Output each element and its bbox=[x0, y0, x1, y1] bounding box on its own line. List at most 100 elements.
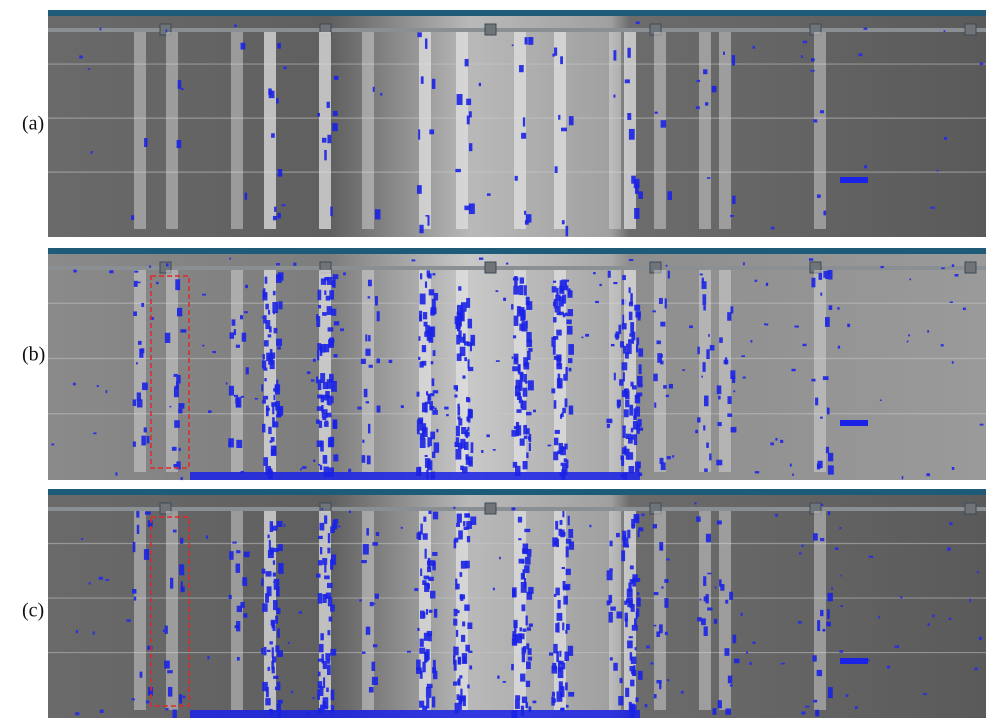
blue-patch bbox=[267, 535, 269, 539]
blue-speck bbox=[907, 341, 909, 343]
blue-patch bbox=[526, 681, 530, 687]
rail-box bbox=[485, 503, 496, 514]
blue-speck bbox=[565, 313, 568, 316]
blue-speck bbox=[755, 280, 758, 282]
blue-patch bbox=[522, 628, 526, 631]
blue-speck bbox=[262, 317, 266, 319]
blue-patch bbox=[557, 691, 563, 701]
blue-patch bbox=[627, 48, 630, 58]
blue-speck bbox=[533, 410, 536, 413]
blue-patch bbox=[268, 88, 271, 94]
blue-patch bbox=[630, 382, 633, 387]
blue-patch bbox=[562, 408, 566, 413]
blue-patch bbox=[525, 702, 528, 708]
blue-patch bbox=[144, 549, 149, 560]
blue-patch bbox=[368, 424, 370, 434]
blue-patch bbox=[556, 539, 559, 547]
blue-patch bbox=[725, 357, 727, 364]
blue-patch bbox=[524, 211, 526, 215]
blue-speck bbox=[846, 694, 849, 697]
blue-patch bbox=[434, 442, 439, 452]
blue-speck bbox=[805, 706, 809, 708]
blue-patch bbox=[237, 606, 242, 612]
blue-base bbox=[190, 472, 640, 480]
blue-patch bbox=[133, 542, 136, 552]
blue-speck bbox=[562, 567, 565, 569]
blue-patch bbox=[422, 580, 426, 585]
blue-patch bbox=[229, 551, 233, 560]
blue-patch bbox=[274, 579, 280, 590]
blue-patch bbox=[631, 428, 633, 433]
blue-patch bbox=[318, 681, 323, 688]
blue-base bbox=[190, 710, 640, 718]
blue-patch bbox=[556, 330, 561, 336]
blue-speck bbox=[430, 393, 434, 396]
blue-patch bbox=[635, 407, 640, 417]
blue-speck bbox=[156, 282, 158, 284]
blue-patch bbox=[422, 662, 425, 672]
blue-patch bbox=[424, 576, 430, 580]
blue-patch bbox=[661, 462, 666, 470]
blue-speck bbox=[325, 421, 329, 424]
blue-speck bbox=[512, 507, 516, 510]
blue-patch bbox=[453, 681, 457, 685]
blue-speck bbox=[813, 700, 817, 703]
blue-patch bbox=[278, 406, 283, 416]
blue-patch bbox=[621, 456, 624, 466]
blue-patch bbox=[430, 432, 435, 440]
blue-patch bbox=[262, 424, 265, 433]
blue-patch bbox=[421, 76, 424, 84]
blue-patch bbox=[328, 339, 334, 348]
blue-speck bbox=[831, 587, 833, 589]
blue-patch bbox=[514, 276, 518, 286]
blue-patch bbox=[432, 562, 435, 571]
blue-speck bbox=[232, 542, 236, 544]
blue-patch bbox=[275, 385, 280, 395]
blue-patch bbox=[703, 69, 707, 74]
blue-patch bbox=[555, 295, 560, 301]
blue-speck bbox=[952, 467, 955, 470]
stripe bbox=[814, 32, 826, 229]
blue-patch bbox=[319, 523, 324, 531]
blue-speck bbox=[820, 504, 823, 506]
blue-patch bbox=[562, 220, 565, 224]
blue-speck bbox=[455, 610, 459, 613]
blue-speck bbox=[207, 656, 209, 659]
blue-speck bbox=[646, 645, 649, 648]
blue-patch bbox=[553, 317, 556, 322]
blue-patch bbox=[416, 533, 420, 540]
blue-patch bbox=[319, 421, 322, 428]
blue-patch bbox=[323, 455, 328, 464]
blue-patch bbox=[318, 672, 321, 677]
blue-speck bbox=[313, 359, 316, 362]
blue-patch bbox=[630, 652, 632, 660]
blue-speck bbox=[553, 281, 556, 283]
blue-patch bbox=[526, 661, 531, 669]
stripe bbox=[362, 32, 374, 229]
blue-patch bbox=[815, 710, 819, 716]
blue-speck bbox=[820, 293, 822, 296]
blue-patch bbox=[524, 529, 530, 532]
blue-patch bbox=[638, 671, 643, 680]
blue-speck bbox=[313, 460, 315, 462]
blue-patch bbox=[513, 286, 519, 295]
blue-patch bbox=[433, 512, 438, 520]
blue-patch bbox=[524, 436, 528, 439]
blue-patch bbox=[616, 533, 620, 537]
blue-patch bbox=[262, 603, 267, 612]
blue-patch bbox=[423, 312, 427, 319]
blue-patch bbox=[616, 331, 619, 339]
blue-speck bbox=[93, 432, 96, 434]
blue-speck bbox=[667, 679, 669, 681]
blue-speck bbox=[401, 405, 404, 408]
blue-speck bbox=[362, 652, 366, 654]
blue-patch bbox=[463, 333, 466, 343]
blue-patch bbox=[618, 325, 621, 334]
blue-speck bbox=[715, 587, 717, 589]
blue-patch bbox=[453, 619, 457, 626]
blue-patch bbox=[703, 576, 706, 586]
blue-patch bbox=[513, 462, 517, 468]
blue-speck bbox=[362, 440, 364, 443]
blue-speck bbox=[79, 55, 83, 58]
blue-patch bbox=[327, 102, 330, 108]
